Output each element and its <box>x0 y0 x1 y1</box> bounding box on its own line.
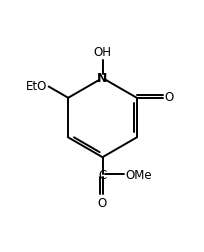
Text: OH: OH <box>93 45 111 58</box>
Text: OMe: OMe <box>124 168 151 181</box>
Text: O: O <box>97 196 107 209</box>
Text: O: O <box>164 91 173 104</box>
Text: EtO: EtO <box>26 80 47 93</box>
Text: N: N <box>97 72 107 85</box>
Text: C: C <box>98 168 106 181</box>
